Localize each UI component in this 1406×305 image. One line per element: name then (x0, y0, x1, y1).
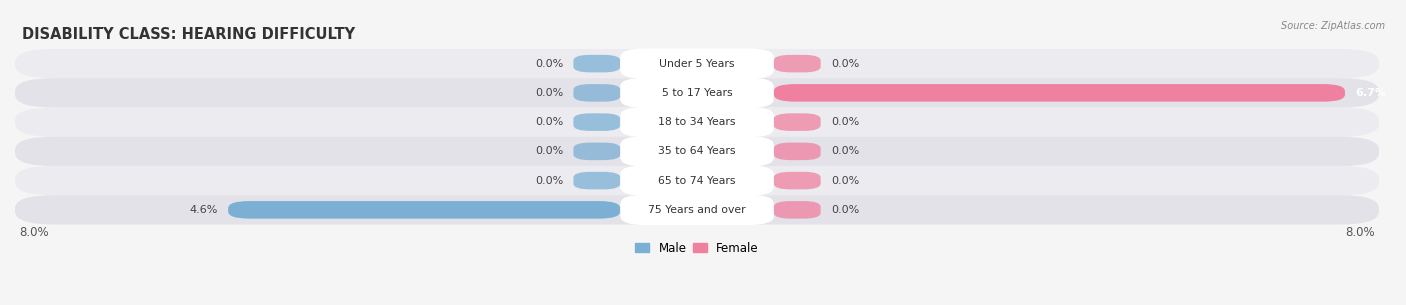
Text: 0.0%: 0.0% (534, 59, 564, 69)
Text: 0.0%: 0.0% (534, 146, 564, 156)
FancyBboxPatch shape (773, 55, 821, 72)
FancyBboxPatch shape (773, 201, 821, 219)
Text: 0.0%: 0.0% (831, 176, 859, 186)
FancyBboxPatch shape (15, 49, 1379, 78)
FancyBboxPatch shape (574, 113, 620, 131)
Text: 5 to 17 Years: 5 to 17 Years (662, 88, 733, 98)
FancyBboxPatch shape (773, 84, 1346, 102)
FancyBboxPatch shape (773, 142, 821, 160)
FancyBboxPatch shape (620, 107, 773, 137)
Text: 0.0%: 0.0% (534, 176, 564, 186)
Text: DISABILITY CLASS: HEARING DIFFICULTY: DISABILITY CLASS: HEARING DIFFICULTY (22, 27, 354, 42)
Text: 0.0%: 0.0% (831, 205, 859, 215)
Text: 0.0%: 0.0% (831, 117, 859, 127)
FancyBboxPatch shape (228, 201, 620, 219)
FancyBboxPatch shape (574, 84, 620, 102)
FancyBboxPatch shape (574, 172, 620, 189)
Text: 6.7%: 6.7% (1355, 88, 1386, 98)
Text: Under 5 Years: Under 5 Years (659, 59, 735, 69)
Text: 18 to 34 Years: 18 to 34 Years (658, 117, 735, 127)
Text: 8.0%: 8.0% (1346, 226, 1375, 239)
FancyBboxPatch shape (620, 195, 773, 225)
FancyBboxPatch shape (773, 172, 821, 189)
Text: 0.0%: 0.0% (534, 88, 564, 98)
FancyBboxPatch shape (773, 113, 821, 131)
FancyBboxPatch shape (15, 137, 1379, 166)
Text: 0.0%: 0.0% (831, 59, 859, 69)
Text: 35 to 64 Years: 35 to 64 Years (658, 146, 735, 156)
Text: 65 to 74 Years: 65 to 74 Years (658, 176, 735, 186)
FancyBboxPatch shape (574, 55, 620, 72)
FancyBboxPatch shape (574, 142, 620, 160)
Text: Source: ZipAtlas.com: Source: ZipAtlas.com (1281, 21, 1385, 31)
FancyBboxPatch shape (15, 78, 1379, 107)
FancyBboxPatch shape (15, 107, 1379, 137)
Text: 75 Years and over: 75 Years and over (648, 205, 745, 215)
FancyBboxPatch shape (620, 136, 773, 167)
FancyBboxPatch shape (620, 165, 773, 196)
Text: 0.0%: 0.0% (534, 117, 564, 127)
FancyBboxPatch shape (620, 78, 773, 108)
FancyBboxPatch shape (15, 195, 1379, 224)
FancyBboxPatch shape (15, 166, 1379, 195)
Text: 8.0%: 8.0% (20, 226, 49, 239)
Text: 4.6%: 4.6% (190, 205, 218, 215)
Text: 0.0%: 0.0% (831, 146, 859, 156)
Legend: Male, Female: Male, Female (630, 237, 763, 259)
FancyBboxPatch shape (620, 48, 773, 79)
